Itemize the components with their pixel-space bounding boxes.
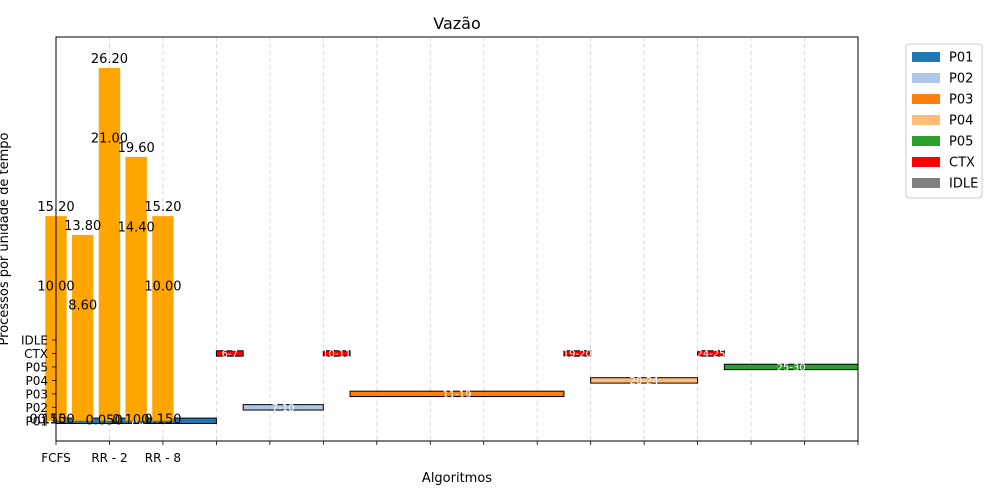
legend-swatch-p02	[912, 73, 940, 83]
legend-label: P05	[949, 135, 973, 150]
annotation-label: 8.60	[68, 298, 97, 313]
y-tick-label: IDLE	[21, 334, 48, 348]
y-tick-label: P05	[25, 360, 48, 374]
gantt-segment-label: 20-24	[630, 376, 659, 387]
legend-label: P02	[949, 72, 973, 87]
annotation-label: 0.150	[29, 412, 66, 427]
gantt-segment-ctx	[563, 350, 592, 357]
y-tick-label: P04	[25, 374, 48, 388]
annotation-label: 21.00	[91, 132, 128, 147]
throughput-bar	[125, 156, 147, 421]
x-tick-label: RR - 8	[145, 451, 181, 465]
gantt-segment-label: 10-11	[322, 349, 351, 360]
gantt-segment-ctx	[697, 350, 725, 357]
grid-layer	[55, 37, 859, 441]
x-tick-label: FCFS	[41, 451, 71, 465]
y-axis-label: Processos por unidade de tempo	[0, 133, 12, 346]
annotation-label: 0.100	[112, 413, 149, 428]
chart-title: Vazão	[433, 14, 481, 33]
gantt-segment-label: 25-30	[777, 362, 806, 373]
legend-swatch-p04	[912, 115, 940, 125]
gantt-segment-ctx	[215, 350, 244, 357]
x-axis-label: Algoritmos	[422, 471, 492, 486]
bar-value-label: 19.60	[118, 141, 155, 156]
legend-label: P01	[949, 51, 973, 66]
gantt-segment-p02	[242, 404, 324, 411]
throughput-bar	[152, 216, 174, 421]
gantt-segment-p03	[349, 390, 565, 398]
legend-swatch-idle	[912, 178, 940, 188]
annotation-label: 10.00	[144, 280, 181, 295]
gantt-segment-label: 7-10	[272, 403, 295, 414]
legend-label: CTX	[949, 156, 975, 171]
throughput-bar	[98, 67, 121, 421]
legend-swatch-p05	[912, 136, 940, 146]
gantt-segment-ctx	[322, 350, 351, 357]
throughput-bar	[72, 234, 94, 421]
legend-label: P03	[949, 93, 973, 108]
y-tick-label: P02	[25, 401, 48, 415]
bar-value-label: 26.20	[91, 52, 128, 67]
gantt-segment-label: 24-25	[696, 349, 725, 360]
legend-swatch-p03	[912, 94, 940, 104]
legend: P01 P02 P03 P04 P05 CTX IDLE	[905, 43, 983, 199]
y-tick-label: P03	[25, 387, 48, 401]
gantt-segment-label: 19-20	[563, 349, 592, 360]
label-layer: 15.2013.8026.2019.6015.2010.008.6021.001…	[29, 52, 181, 429]
y-tick-label: CTX	[24, 347, 48, 361]
annotation-label: 0.050	[86, 414, 123, 429]
bar-value-label: 15.20	[144, 200, 181, 215]
bar-layer	[45, 67, 174, 421]
gantt-segment-label: 0-6	[128, 416, 144, 427]
gantt-segment-p04	[590, 377, 699, 384]
plot-frame	[55, 36, 859, 442]
annotation-label: 0.150	[144, 412, 181, 427]
legend-label: P04	[949, 114, 973, 129]
y-tick-label: P01	[25, 414, 48, 428]
legend-swatch-ctx	[912, 157, 940, 167]
gantt-segment-label: 6-7	[222, 349, 238, 360]
legend-label: IDLE	[949, 177, 978, 192]
x-tick-label: RR - 2	[91, 451, 127, 465]
annotation-label: 14.40	[118, 220, 155, 235]
gantt-segment-label: 11-19	[442, 389, 471, 400]
bar-value-label: 13.80	[64, 219, 101, 234]
legend-swatch-p01	[912, 52, 940, 62]
